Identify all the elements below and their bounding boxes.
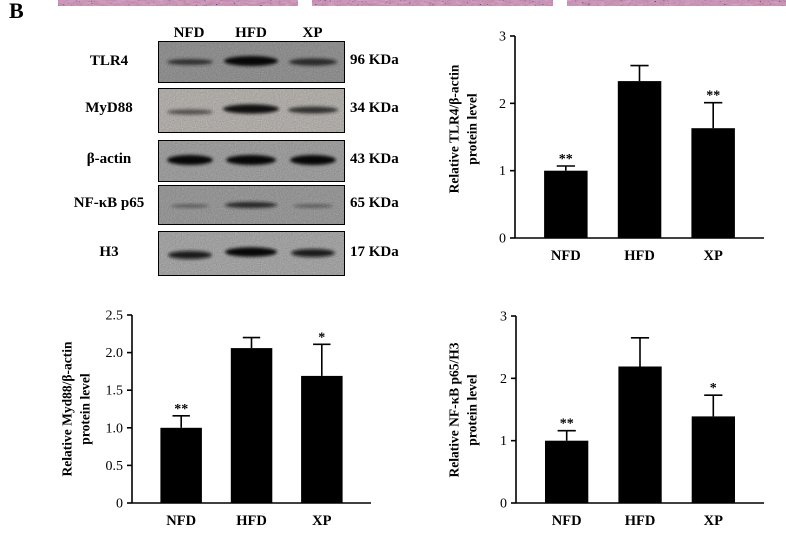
svg-text:2: 2 <box>500 372 507 387</box>
svg-text:NFD: NFD <box>552 513 582 529</box>
svg-text:2.0: 2.0 <box>106 346 124 361</box>
svg-text:**: ** <box>706 89 720 104</box>
svg-text:3: 3 <box>499 30 506 45</box>
svg-text:0: 0 <box>116 497 123 512</box>
svg-text:*: * <box>318 330 325 345</box>
svg-text:3: 3 <box>500 310 507 325</box>
svg-text:HFD: HFD <box>236 513 267 529</box>
svg-text:1: 1 <box>500 434 507 449</box>
svg-text:XP: XP <box>312 513 331 529</box>
svg-text:NFD: NFD <box>166 513 196 529</box>
svg-text:**: ** <box>560 417 574 432</box>
svg-text:1.0: 1.0 <box>106 421 124 436</box>
svg-text:NFD: NFD <box>551 248 581 263</box>
svg-text:HFD: HFD <box>624 248 655 263</box>
svg-text:0.5: 0.5 <box>106 459 124 474</box>
svg-text:1.5: 1.5 <box>106 384 124 399</box>
svg-text:2: 2 <box>499 97 506 112</box>
svg-text:1: 1 <box>499 164 506 179</box>
svg-text:XP: XP <box>704 513 723 529</box>
svg-text:**: ** <box>174 402 188 417</box>
svg-text:*: * <box>710 381 717 396</box>
svg-text:XP: XP <box>704 248 723 263</box>
svg-text:2.5: 2.5 <box>106 309 124 324</box>
svg-text:HFD: HFD <box>625 513 656 529</box>
svg-text:0: 0 <box>499 232 506 247</box>
svg-text:0: 0 <box>500 497 507 512</box>
svg-text:**: ** <box>559 152 573 167</box>
